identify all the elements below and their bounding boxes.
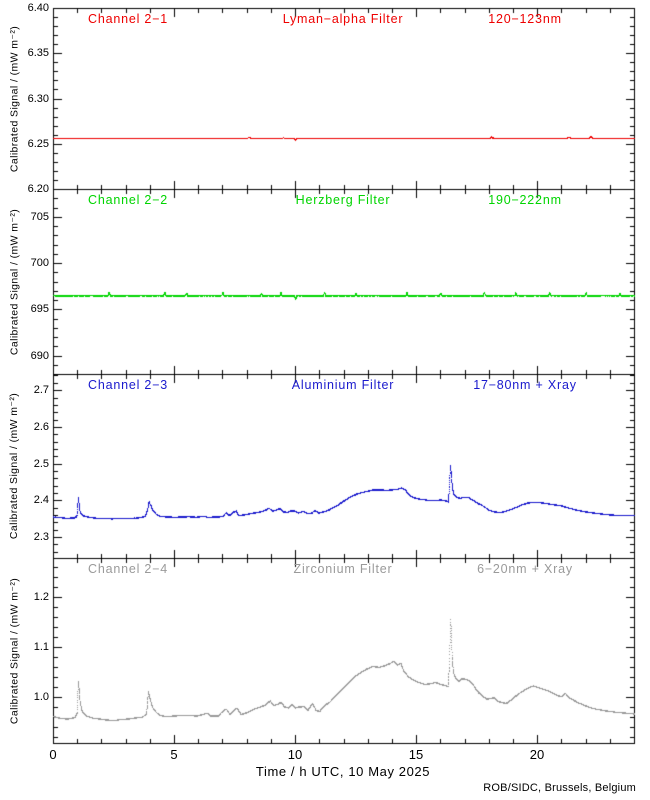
y-tick-label: 705 bbox=[30, 211, 49, 223]
panel-1-filter-label: Lyman−alpha Filter bbox=[282, 12, 404, 26]
y-tick-label: 6.30 bbox=[27, 93, 49, 105]
y-tick-label: 1.2 bbox=[33, 591, 49, 603]
y-tick-label: 6.25 bbox=[27, 138, 49, 150]
panel-4-wavelength-label: 6−20nm + Xray bbox=[477, 562, 573, 576]
x-tick-label: 10 bbox=[287, 747, 303, 762]
y-tick-label: 695 bbox=[30, 303, 49, 315]
panel-1-channel-label: Channel 2−1 bbox=[88, 12, 169, 26]
x-tick-label: 15 bbox=[408, 747, 424, 762]
y-tick-label: 690 bbox=[30, 350, 49, 362]
y-tick-label: 2.3 bbox=[33, 531, 49, 543]
y-tick-label: 6.35 bbox=[27, 47, 49, 59]
y-tick-label: 1.0 bbox=[33, 691, 49, 703]
y-tick-label: 6.20 bbox=[27, 183, 49, 195]
credit-text: ROB/SIDC, Brussels, Belgium bbox=[483, 782, 636, 794]
panel-1-wavelength-label: 120−123nm bbox=[488, 12, 562, 26]
panel-2-filter-label: Herzberg Filter bbox=[295, 193, 391, 207]
y-tick-label: 2.7 bbox=[33, 384, 49, 396]
panel-3-wavelength-label: 17−80nm + Xray bbox=[473, 378, 577, 392]
x-tick-label: 0 bbox=[49, 747, 57, 762]
panel-3-channel-label: Channel 2−3 bbox=[88, 378, 169, 392]
panel-2-channel-label: Channel 2−2 bbox=[88, 193, 169, 207]
panel-3-filter-label: Aluminium Filter bbox=[291, 378, 395, 392]
x-tick-label: 20 bbox=[529, 747, 545, 762]
y-tick-label: 6.40 bbox=[27, 2, 49, 14]
panel-2-wavelength-label: 190−222nm bbox=[488, 193, 562, 207]
y-tick-label: 2.6 bbox=[33, 421, 49, 433]
x-tick-label: 5 bbox=[170, 747, 178, 762]
x-axis-title: Time / h UTC, 10 May 2025 bbox=[255, 764, 431, 779]
y-tick-label: 2.4 bbox=[33, 494, 49, 506]
panel-4-filter-label: Zirconium Filter bbox=[293, 562, 393, 576]
y-tick-label: 1.1 bbox=[33, 641, 49, 653]
y-tick-label: 700 bbox=[30, 257, 49, 269]
y-tick-label: 2.5 bbox=[33, 458, 49, 470]
panel-4-channel-label: Channel 2−4 bbox=[88, 562, 169, 576]
